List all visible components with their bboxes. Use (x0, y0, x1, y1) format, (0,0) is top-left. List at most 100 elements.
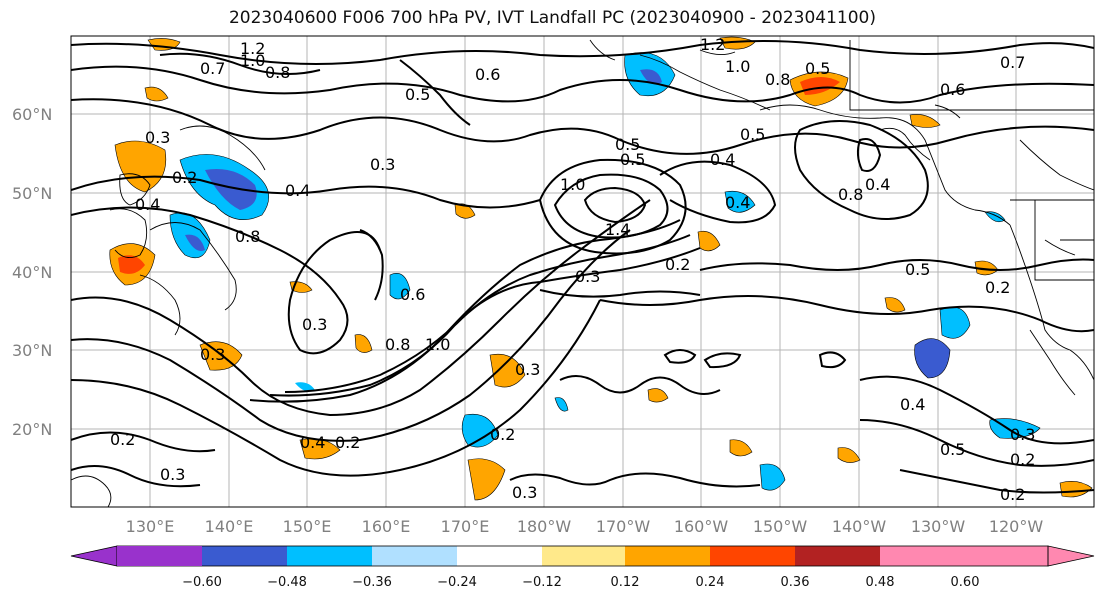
colorbar-segment (625, 546, 710, 566)
pv-contours (71, 40, 1094, 494)
positive-anomaly-blob (647, 388, 669, 403)
contour-label: 0.3 (575, 267, 600, 286)
lat-label: 20°N (12, 420, 52, 439)
contour-label: 1.0 (725, 57, 750, 76)
negative-anomaly-blob (461, 413, 499, 448)
contour-label: 0.2 (665, 255, 690, 274)
lon-label: 140°E (205, 517, 254, 536)
negative-anomaly-blob (389, 273, 411, 300)
colorbar-segment (287, 546, 372, 566)
contour-label: 0.6 (940, 80, 965, 99)
positive-anomaly-blob (1059, 481, 1093, 498)
negative-anomaly-blob (554, 397, 569, 412)
contour-label: 0.5 (740, 125, 765, 144)
negative-anomaly-blob (185, 234, 205, 251)
plot-frame (70, 35, 1095, 508)
longitude-axis-labels: 130°E 140°E 150°E 160°E 170°E 180°W 170°… (126, 517, 1044, 536)
lon-label: 170°E (441, 517, 490, 536)
contour-label: 0.4 (285, 181, 310, 200)
colorbar-over-triangle (1047, 545, 1095, 567)
positive-anomaly-blob (909, 114, 941, 128)
colorbar-segment (880, 546, 965, 566)
contour-label: 0.3 (145, 128, 170, 147)
contour-label: 0.7 (1000, 53, 1025, 72)
contour-label: 0.4 (135, 195, 160, 214)
lon-label: 140°W (832, 517, 887, 536)
contour-label: 1.2 (700, 35, 725, 54)
contour-label: 0.5 (405, 85, 430, 104)
negative-anomaly-blob (759, 463, 786, 491)
colorbar-tick-label: −0.12 (522, 575, 562, 590)
coastlines (71, 39, 1094, 507)
lon-label: 150°W (753, 517, 808, 536)
negative-anomaly-blob (295, 382, 315, 392)
contour-label: 0.5 (905, 260, 930, 279)
colorbar-tick-label: 0.48 (866, 575, 895, 590)
contour-label: 0.8 (385, 335, 410, 354)
lon-label: 160°W (674, 517, 729, 536)
contour-label: 1.2 (240, 39, 265, 58)
lon-label: 130°W (911, 517, 966, 536)
positive-anomaly-blob (800, 77, 840, 95)
negative-anomaly-blob (989, 418, 1041, 439)
positive-anomaly-blob (118, 255, 145, 274)
colorbar-tick-label: 0.60 (951, 575, 980, 590)
negative-anomaly-blob (205, 169, 257, 210)
contour-label: 0.2 (335, 433, 360, 452)
colorbar-tick-labels: −0.60 −0.48 −0.36 −0.24 −0.12 0.12 0.24 … (182, 575, 979, 590)
contour-label: 0.4 (865, 175, 890, 194)
colorbar-tick-label: −0.60 (182, 575, 222, 590)
contour-label: 0.5 (940, 440, 965, 459)
contour-label: 0.3 (302, 315, 327, 334)
colorbar-segment (542, 546, 625, 566)
contour-label: 0.5 (615, 135, 640, 154)
colorbar-segment (372, 546, 457, 566)
contour-label: 0.3 (515, 360, 540, 379)
positive-anomaly-blob (697, 231, 721, 252)
positive-anomaly-blob (114, 140, 167, 193)
contour-label: 0.2 (1000, 485, 1025, 504)
lon-label: 160°E (362, 517, 411, 536)
contour-label: 0.5 (805, 59, 830, 78)
colorbar-segment (457, 546, 542, 566)
negative-anomaly-blob (724, 191, 756, 213)
contour-label: 0.8 (265, 63, 290, 82)
colorbar-tick-label: 0.12 (611, 575, 640, 590)
contour-label: 0.5 (620, 150, 645, 169)
lat-label: 40°N (12, 263, 52, 282)
negative-anomaly-blob (914, 338, 951, 379)
colorbar-tick-label: −0.48 (267, 575, 307, 590)
contour-label: 0.6 (400, 285, 425, 304)
contour-label: 0.4 (725, 193, 750, 212)
colorbar-segment (795, 546, 880, 566)
colorbar (70, 545, 1095, 567)
colorbar-under-triangle (70, 545, 118, 567)
latitude-axis-labels: 60°N 50°N 40°N 30°N 20°N (12, 105, 52, 439)
contour-label: 1.0 (240, 51, 265, 70)
colorbar-tick-label: −0.24 (437, 575, 477, 590)
contour-label: 1.0 (560, 175, 585, 194)
contour-label: 0.2 (1010, 450, 1035, 469)
contour-label: 0.8 (838, 185, 863, 204)
contour-label: 0.2 (985, 278, 1010, 297)
colorbar-segment (965, 546, 1048, 566)
contour-label: 0.3 (1010, 425, 1035, 444)
positive-anomaly-blob (837, 447, 861, 463)
contour-label: 0.3 (200, 345, 225, 364)
lat-label: 30°N (12, 341, 52, 360)
positive-anomaly-blob (454, 203, 476, 219)
contour-label: 0.2 (110, 430, 135, 449)
lon-label: 150°E (283, 517, 332, 536)
contour-label: 0.7 (200, 59, 225, 78)
contour-label: 0.4 (300, 433, 325, 452)
colorbar-tick-label: 0.36 (781, 575, 810, 590)
contour-label: 0.3 (370, 155, 395, 174)
contour-label: 0.4 (900, 395, 925, 414)
positive-anomaly-blob (884, 297, 906, 313)
map-title: 2023040600 F006 700 hPa PV, IVT Landfall… (228, 8, 876, 28)
contour-label: 0.3 (512, 483, 537, 502)
lat-label: 60°N (12, 105, 52, 124)
positive-anomaly-blob (489, 353, 526, 388)
colorbar-tick-label: −0.36 (352, 575, 392, 590)
positive-anomaly-blob (354, 334, 373, 353)
